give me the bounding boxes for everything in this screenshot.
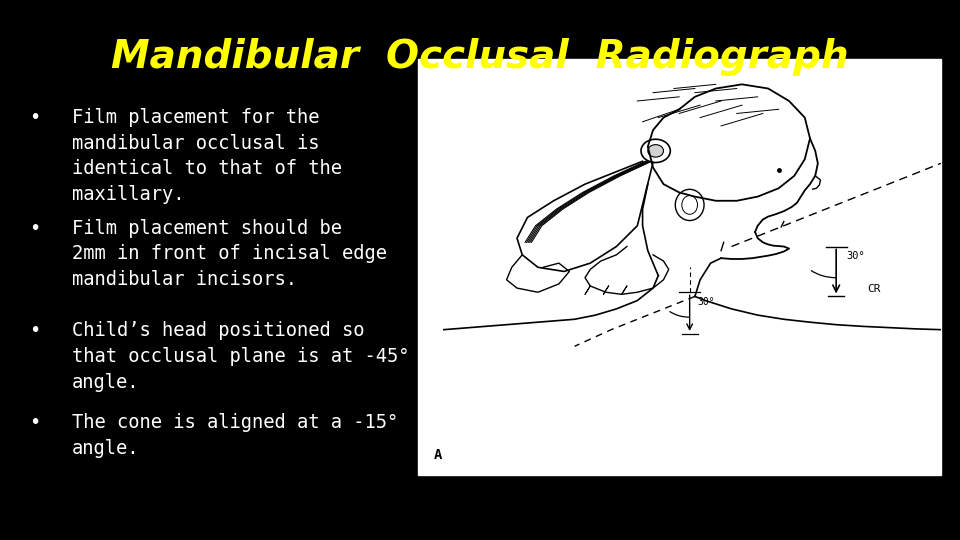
Text: Film placement should be
2mm in front of incisal edge
mandibular incisors.: Film placement should be 2mm in front of… [72,219,387,289]
Text: The cone is aligned at a -15°
angle.: The cone is aligned at a -15° angle. [72,413,398,458]
Circle shape [648,145,663,157]
Text: Mandibular  Occlusal  Radiograph: Mandibular Occlusal Radiograph [111,38,849,76]
FancyBboxPatch shape [418,59,941,475]
Text: •: • [29,413,40,432]
Text: Film placement for the
mandibular occlusal is
identical to that of the
maxillary: Film placement for the mandibular occlus… [72,108,342,204]
Text: CR: CR [868,284,881,294]
Text: •: • [29,219,40,238]
Text: A: A [433,448,442,462]
Text: •: • [29,321,40,340]
Text: 30°: 30° [847,251,865,261]
Text: 30°: 30° [698,296,715,307]
Text: •: • [29,108,40,127]
Text: Child’s head positioned so
that occlusal plane is at -45°
angle.: Child’s head positioned so that occlusal… [72,321,410,392]
